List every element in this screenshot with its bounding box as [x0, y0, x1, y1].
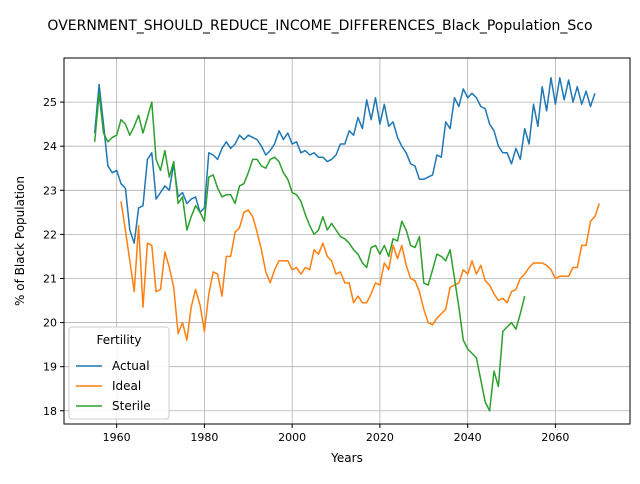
x-ticks: 1960 1980 2000 2020 2040 2060 [103, 424, 569, 444]
x-tick-label: 2020 [366, 431, 394, 444]
x-tick-label: 1980 [190, 431, 218, 444]
legend: Fertility Actual Ideal Sterile [68, 326, 170, 420]
y-tick-label: 24 [43, 140, 57, 153]
x-tick-label: 2060 [541, 431, 569, 444]
plot-frame [63, 57, 631, 425]
legend-box [68, 326, 170, 420]
series-layer [93, 77, 601, 412]
x-axis-label: Years [330, 451, 363, 465]
y-axis-label: % of Black Population [13, 176, 27, 306]
series-line-ideal [120, 201, 601, 341]
y-tick-label: 22 [43, 228, 57, 241]
y-tick-label: 19 [43, 361, 57, 374]
legend-label-ideal: Ideal [112, 379, 141, 393]
series-line-sterile [93, 92, 526, 412]
y-ticks: 18 19 20 21 22 23 24 25 [43, 96, 64, 418]
y-tick-label: 18 [43, 405, 57, 418]
y-tick-label: 21 [43, 272, 57, 285]
x-tick-label: 1960 [103, 431, 131, 444]
y-tick-label: 23 [43, 184, 57, 197]
y-tick-label: 20 [43, 317, 57, 330]
legend-label-sterile: Sterile [112, 399, 151, 413]
legend-label-actual: Actual [112, 359, 150, 373]
x-tick-label: 2040 [454, 431, 482, 444]
x-tick-label: 2000 [278, 431, 306, 444]
legend-title: Fertility [96, 333, 141, 347]
y-tick-label: 25 [43, 96, 57, 109]
legend-entries: Actual Ideal Sterile [76, 359, 151, 413]
chart-title: OVERNMENT_SHOULD_REDUCE_INCOME_DIFFERENC… [47, 18, 592, 34]
